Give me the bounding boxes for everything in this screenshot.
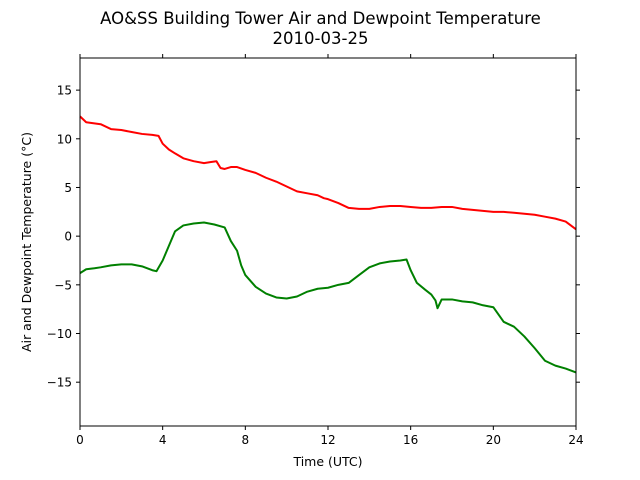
x-tick-label: 4	[159, 433, 167, 447]
chart-subtitle: 2010-03-25	[273, 29, 369, 48]
y-tick-label: −10	[47, 327, 72, 341]
y-axis-label: Air and Dewpoint Temperature (°C)	[19, 132, 34, 352]
x-tick-label: 20	[486, 433, 501, 447]
y-tick-label: 0	[64, 230, 72, 244]
x-tick-label: 16	[403, 433, 418, 447]
x-tick-label: 0	[76, 433, 84, 447]
y-tick-label: −5	[54, 278, 72, 292]
y-tick-label: 10	[57, 132, 72, 146]
x-axis-label: Time (UTC)	[292, 454, 362, 469]
series-line-2	[79, 221, 577, 374]
y-tick-label: 15	[57, 84, 72, 98]
chart-title: AO&SS Building Tower Air and Dewpoint Te…	[100, 9, 541, 28]
plot-area: 0 4 8 12 16 20 24 −15 −10 −5 0 5 10 15	[47, 54, 584, 447]
x-tick-label: 8	[242, 433, 250, 447]
x-tick-label: 12	[320, 433, 335, 447]
axes-frame	[79, 57, 577, 427]
y-tick-label: −15	[47, 376, 72, 390]
x-tick-label: 24	[568, 433, 583, 447]
series-line-1	[79, 115, 577, 231]
y-tick-label: 5	[64, 181, 72, 195]
